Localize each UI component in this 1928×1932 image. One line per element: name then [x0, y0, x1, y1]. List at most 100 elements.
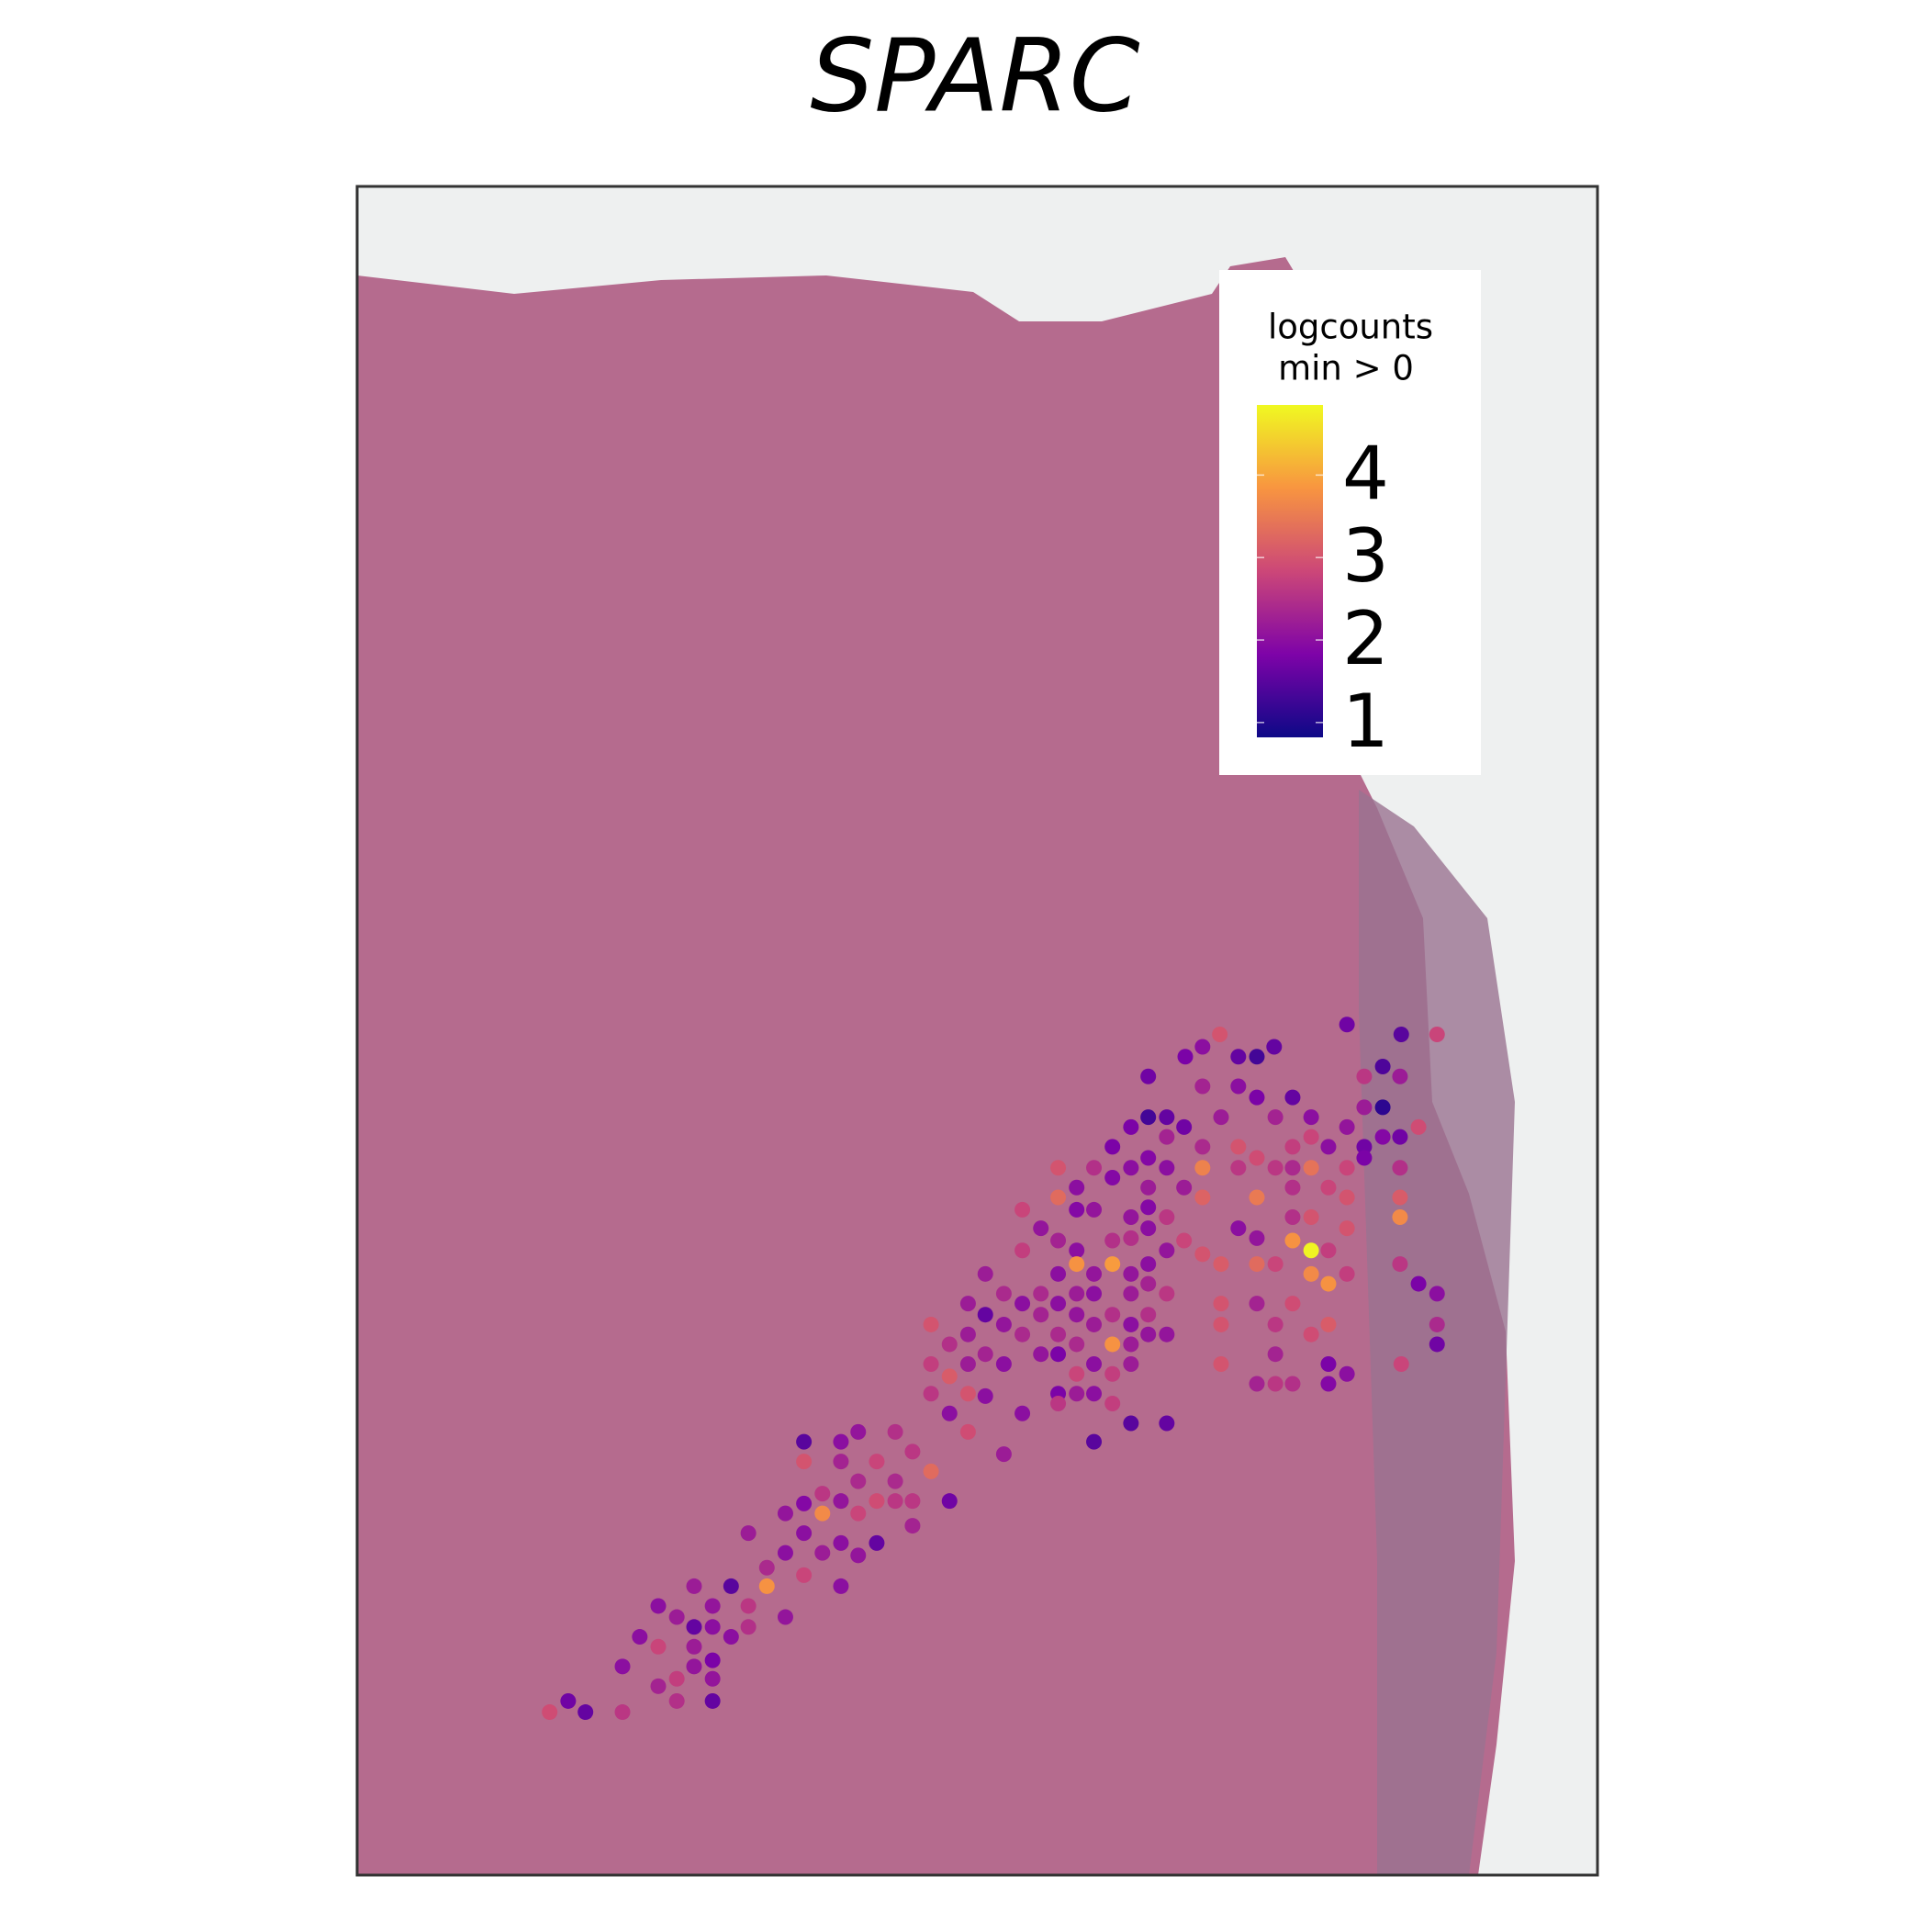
- spot: [995, 1446, 1012, 1463]
- spot: [668, 1692, 685, 1709]
- spot: [1123, 1208, 1139, 1225]
- spot: [1194, 1078, 1211, 1095]
- spot: [1356, 1139, 1373, 1155]
- spot: [668, 1670, 685, 1687]
- colorbar-tick-label: 3: [1342, 513, 1389, 599]
- spot: [1374, 1129, 1391, 1145]
- spot: [614, 1704, 631, 1721]
- colorbar-tick-label: 2: [1342, 596, 1389, 681]
- spot: [1176, 1118, 1193, 1135]
- spot: [1014, 1326, 1031, 1342]
- spot: [977, 1346, 993, 1363]
- spot: [1339, 1189, 1355, 1206]
- spot: [740, 1598, 757, 1614]
- spot: [1086, 1160, 1103, 1176]
- spot: [1374, 1058, 1391, 1074]
- spot: [1230, 1160, 1247, 1176]
- spot: [1104, 1169, 1121, 1185]
- spot: [887, 1423, 903, 1440]
- spot: [1104, 1395, 1121, 1411]
- spot: [1159, 1129, 1175, 1145]
- spot: [1303, 1129, 1319, 1145]
- spot: [1249, 1296, 1265, 1312]
- spot: [1284, 1376, 1301, 1392]
- spot: [1212, 1027, 1228, 1043]
- spot: [1303, 1208, 1319, 1225]
- spot: [1303, 1109, 1319, 1126]
- spot: [1303, 1265, 1319, 1282]
- spot: [814, 1544, 831, 1561]
- spot: [1284, 1160, 1301, 1176]
- spot: [1393, 1355, 1409, 1372]
- spot: [1140, 1326, 1157, 1342]
- spot: [1033, 1307, 1049, 1323]
- spot: [1069, 1179, 1085, 1196]
- spot: [1194, 1039, 1211, 1055]
- spot: [1069, 1286, 1085, 1302]
- spot: [959, 1296, 976, 1312]
- panel-frame: [355, 185, 1599, 1877]
- spot: [668, 1609, 685, 1625]
- spot: [1194, 1160, 1211, 1176]
- spot: [850, 1473, 867, 1489]
- spot: [959, 1423, 976, 1440]
- spot: [542, 1704, 558, 1721]
- spot: [1429, 1336, 1445, 1353]
- spot: [833, 1578, 849, 1594]
- spot: [1050, 1160, 1067, 1176]
- spot: [723, 1578, 739, 1594]
- spot: [758, 1578, 775, 1594]
- spot: [1104, 1307, 1121, 1323]
- spot: [833, 1493, 849, 1510]
- spot: [796, 1495, 813, 1511]
- spot: [1177, 1049, 1194, 1065]
- spot: [1194, 1189, 1211, 1206]
- spot: [941, 1493, 958, 1510]
- spot: [1303, 1326, 1319, 1342]
- legend-title: logcounts: [1268, 308, 1433, 347]
- spot: [1320, 1316, 1337, 1332]
- spot: [1213, 1256, 1229, 1273]
- spot: [777, 1544, 793, 1561]
- spot: [632, 1629, 648, 1646]
- spot: [1392, 1189, 1408, 1206]
- spot: [1249, 1256, 1265, 1273]
- spot: [1339, 1365, 1355, 1382]
- spot: [1014, 1242, 1031, 1259]
- colorbar-tick-label: 1: [1342, 679, 1389, 764]
- spot: [1249, 1189, 1265, 1206]
- spot: [1050, 1232, 1067, 1249]
- spot: [796, 1433, 813, 1450]
- spot: [1213, 1355, 1229, 1372]
- spot: [1140, 1150, 1157, 1166]
- spot: [977, 1265, 993, 1282]
- spot: [1176, 1232, 1193, 1249]
- spot: [923, 1316, 939, 1332]
- spot: [995, 1355, 1012, 1372]
- spot: [686, 1578, 702, 1594]
- spot: [1069, 1386, 1085, 1402]
- spot: [1033, 1286, 1049, 1302]
- spot: [1086, 1386, 1103, 1402]
- spot: [1140, 1275, 1157, 1292]
- spot: [869, 1534, 885, 1551]
- spot: [1069, 1201, 1085, 1218]
- spot: [1140, 1307, 1157, 1323]
- spot: [1392, 1129, 1408, 1145]
- spot: [1086, 1286, 1103, 1302]
- spot: [796, 1454, 813, 1470]
- spot: [1230, 1139, 1247, 1155]
- spot: [1284, 1296, 1301, 1312]
- spot: [1213, 1316, 1229, 1332]
- spot: [1392, 1068, 1408, 1084]
- spot: [1050, 1296, 1067, 1312]
- spot: [869, 1454, 885, 1470]
- spot: [796, 1567, 813, 1583]
- spot: [833, 1454, 849, 1470]
- spot: [1050, 1346, 1067, 1363]
- spot: [1104, 1139, 1121, 1155]
- spot: [1123, 1415, 1139, 1432]
- spot: [1320, 1139, 1337, 1155]
- spot: [1140, 1068, 1157, 1084]
